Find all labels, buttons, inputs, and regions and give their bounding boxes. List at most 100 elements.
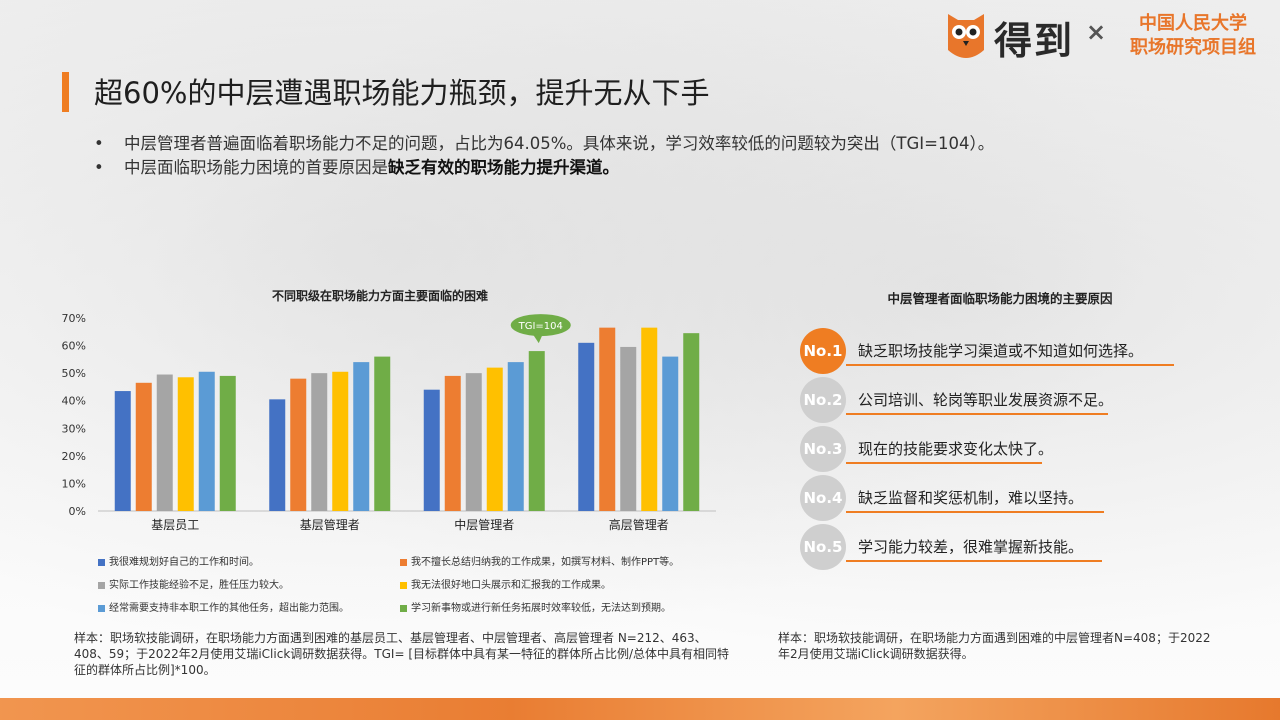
y-tick-label: 30%: [62, 422, 86, 435]
y-tick-label: 20%: [62, 450, 86, 463]
bullet-text: 中层面临职场能力困境的首要原因是: [124, 158, 388, 177]
legend-item: 我很难规划好自己的工作和时间。: [98, 553, 259, 568]
bar: [444, 375, 461, 511]
bar: [465, 373, 482, 511]
legend-swatch: [400, 604, 407, 612]
reason-underline: [846, 462, 1042, 464]
reason-text: 学习能力较差，很难掌握新技能。: [858, 538, 1084, 556]
bar: [198, 371, 215, 511]
bar-chart: 0% 10% 20% 30% 40% 50% 60% 70% 基层员工 基层管理者 中层管理者 高层管…: [62, 312, 716, 532]
org-line2: 职场研究项目组: [1130, 37, 1256, 58]
legend-swatch: [98, 581, 105, 589]
y-tick-label: 50%: [62, 367, 86, 380]
annotation-pointer: [532, 334, 543, 344]
reason-text: 缺乏监督和奖惩机制，难以坚持。: [858, 489, 1084, 507]
bullet-item: • 中层面临职场能力困境的首要原因是缺乏有效的职场能力提升渠道。: [94, 156, 994, 180]
bar: [578, 342, 595, 511]
reason-rank-badge: No.3: [800, 426, 846, 472]
bar: [156, 374, 173, 511]
x-tick-label: 高层管理者: [609, 517, 669, 532]
y-tick-label: 60%: [62, 340, 86, 353]
y-tick-label: 40%: [62, 395, 86, 408]
bar: [332, 371, 349, 511]
reason-rank-badge: No.1: [800, 328, 846, 374]
bar: [374, 356, 391, 511]
bullet-text: 中层管理者普遍面临着职场能力不足的问题，占比为64.05%。具体来说，学习效率较…: [124, 134, 995, 153]
bar: [528, 351, 545, 511]
y-tick-label: 70%: [62, 312, 86, 325]
bar: [507, 362, 524, 511]
bar: [662, 356, 679, 511]
x-tick-label: 基层管理者: [300, 517, 360, 532]
legend-label: 我不擅长总结归纳我的工作成果，如撰写材料、制作PPT等。: [411, 557, 680, 568]
bar: [599, 327, 616, 511]
reason-underline: [846, 364, 1174, 366]
sample-note-left: 样本：职场软技能调研，在职场能力方面遇到困难的基层员工、基层管理者、中层管理者、…: [74, 631, 730, 677]
legend-item: 学习新事物或进行新任务拓展时效率较低，无法达到预期。: [400, 599, 671, 614]
bar: [423, 389, 440, 511]
owl-logo-icon: [948, 14, 984, 58]
bullet-item: • 中层管理者普遍面临着职场能力不足的问题，占比为64.05%。具体来说，学习效…: [94, 132, 994, 156]
bar: [114, 391, 131, 511]
bar: [353, 362, 370, 511]
bar: [269, 399, 286, 511]
bar: [290, 378, 307, 511]
bar: [311, 373, 328, 511]
org-name: 中国人民大学 职场研究项目组: [1118, 12, 1268, 60]
reason-underline: [846, 511, 1104, 513]
bar: [641, 327, 658, 511]
legend-item: 我无法很好地口头展示和汇报我的工作成果。: [400, 576, 611, 591]
reason-item: No.3 现在的技能要求变化太快了。: [800, 426, 1160, 472]
reason-item: No.5 学习能力较差，很难掌握新技能。: [800, 524, 1160, 570]
reasons-title: 中层管理者面临职场能力困境的主要原因: [887, 291, 1113, 306]
reason-rank-badge: No.4: [800, 475, 846, 521]
x-tick-label: 基层员工: [151, 518, 199, 532]
annotation-label: TGI=104: [518, 321, 563, 332]
title-accent-bar: [62, 72, 69, 112]
sample-note-right: 样本：职场软技能调研，在职场能力方面遇到困难的中层管理者N=408；于2022年…: [778, 631, 1211, 661]
legend-swatch: [400, 558, 407, 566]
bullet-bold-text: 缺乏有效的职场能力提升渠道。: [388, 158, 619, 177]
bullet-list: • 中层管理者普遍面临着职场能力不足的问题，占比为64.05%。具体来说，学习效…: [94, 132, 994, 180]
bottom-decor-band: [0, 698, 1280, 720]
y-tick-label: 0%: [69, 505, 86, 518]
reason-text: 缺乏职场技能学习渠道或不知道如何选择。: [858, 342, 1144, 360]
legend-label: 我无法很好地口头展示和汇报我的工作成果。: [411, 580, 611, 591]
legend-item: 实际工作技能经验不足，胜任压力较大。: [98, 576, 289, 591]
legend-swatch: [98, 604, 105, 612]
reason-item: No.1 缺乏职场技能学习渠道或不知道如何选择。: [800, 328, 1174, 374]
page-title: 超60%的中层遭遇职场能力瓶颈，提升无从下手: [94, 76, 710, 110]
brand-name: 得到: [994, 19, 1075, 63]
org-line1: 中国人民大学: [1139, 13, 1247, 34]
legend-label: 实际工作技能经验不足，胜任压力较大。: [109, 580, 289, 591]
bar: [177, 377, 194, 511]
legend-item: 我不擅长总结归纳我的工作成果，如撰写材料、制作PPT等。: [400, 553, 679, 568]
x-tick-label: 中层管理者: [454, 517, 514, 532]
bar: [620, 346, 637, 511]
bullet-dot: •: [94, 158, 104, 177]
chart-title: 不同职级在职场能力方面主要面临的困难: [271, 289, 488, 303]
bullet-dot: •: [94, 134, 104, 153]
legend-label: 经常需要支持非本职工作的其他任务，超出能力范围。: [109, 603, 349, 614]
reason-item: No.4 缺乏监督和奖惩机制，难以坚持。: [800, 475, 1160, 521]
reason-rank-badge: No.5: [800, 524, 846, 570]
reason-underline: [846, 413, 1108, 415]
annotation-bubble: [510, 314, 571, 337]
reason-text: 现在的技能要求变化太快了。: [858, 440, 1054, 458]
reason-underline: [846, 560, 1102, 562]
legend-swatch: [98, 558, 105, 566]
legend-swatch: [400, 581, 407, 589]
times-symbol: ×: [1086, 18, 1107, 46]
bar: [219, 375, 236, 511]
legend-label: 学习新事物或进行新任务拓展时效率较低，无法达到预期。: [411, 603, 671, 614]
bar: [683, 333, 700, 511]
y-tick-label: 10%: [62, 477, 86, 490]
reason-text: 公司培训、轮岗等职业发展资源不足。: [858, 391, 1114, 409]
reason-rank-badge: No.2: [800, 377, 846, 423]
legend-label: 我很难规划好自己的工作和时间。: [109, 557, 259, 568]
reason-item: No.2 公司培训、轮岗等职业发展资源不足。: [800, 377, 1160, 423]
bar: [486, 367, 503, 511]
bar: [135, 382, 152, 511]
legend-item: 经常需要支持非本职工作的其他任务，超出能力范围。: [98, 599, 349, 614]
